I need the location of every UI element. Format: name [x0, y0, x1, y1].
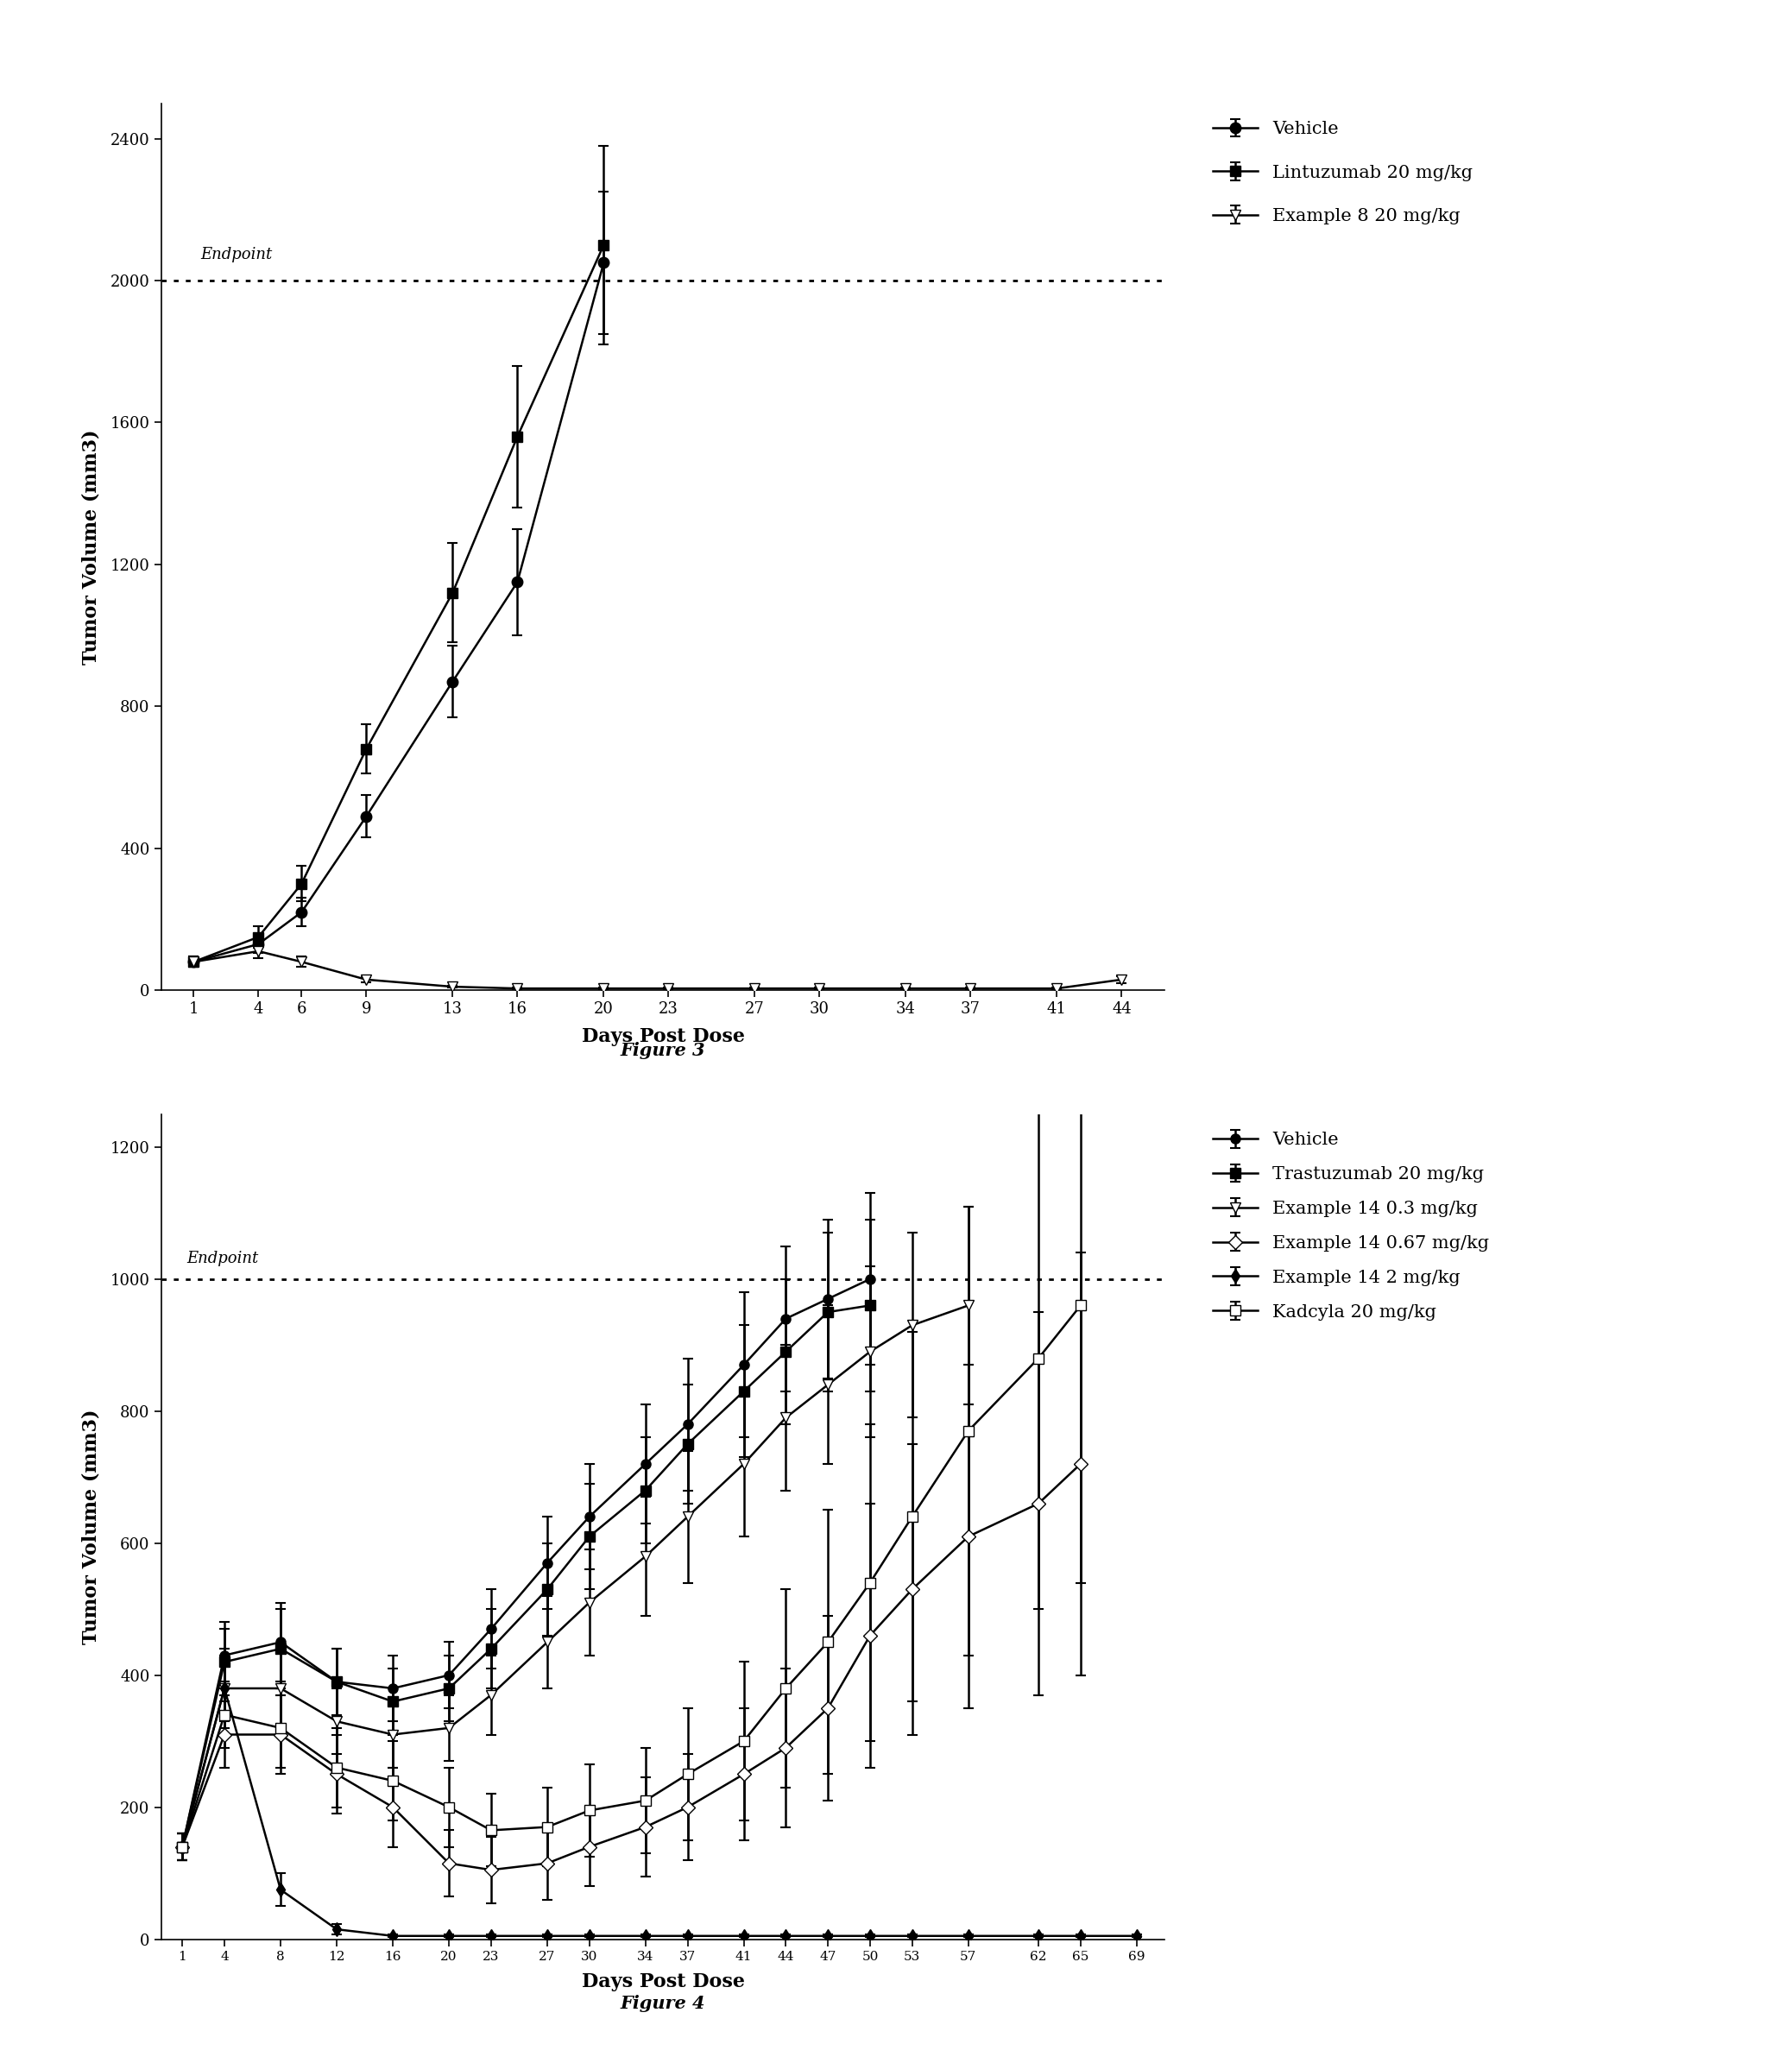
Text: Figure 4: Figure 4 [620, 1995, 706, 2011]
Text: Endpoint: Endpoint [186, 1250, 258, 1267]
Text: Endpoint: Endpoint [201, 248, 272, 262]
Legend: Vehicle, Lintuzumab 20 mg/kg, Example 8 20 mg/kg: Vehicle, Lintuzumab 20 mg/kg, Example 8 … [1204, 111, 1482, 233]
Legend: Vehicle, Trastuzumab 20 mg/kg, Example 14 0.3 mg/kg, Example 14 0.67 mg/kg, Exam: Vehicle, Trastuzumab 20 mg/kg, Example 1… [1204, 1122, 1498, 1329]
Y-axis label: Tumor Volume (mm3): Tumor Volume (mm3) [82, 1409, 100, 1644]
Text: Figure 3: Figure 3 [620, 1042, 706, 1058]
X-axis label: Days Post Dose: Days Post Dose [581, 1027, 745, 1046]
Y-axis label: Tumor Volume (mm3): Tumor Volume (mm3) [82, 429, 100, 664]
X-axis label: Days Post Dose: Days Post Dose [581, 1972, 745, 1991]
